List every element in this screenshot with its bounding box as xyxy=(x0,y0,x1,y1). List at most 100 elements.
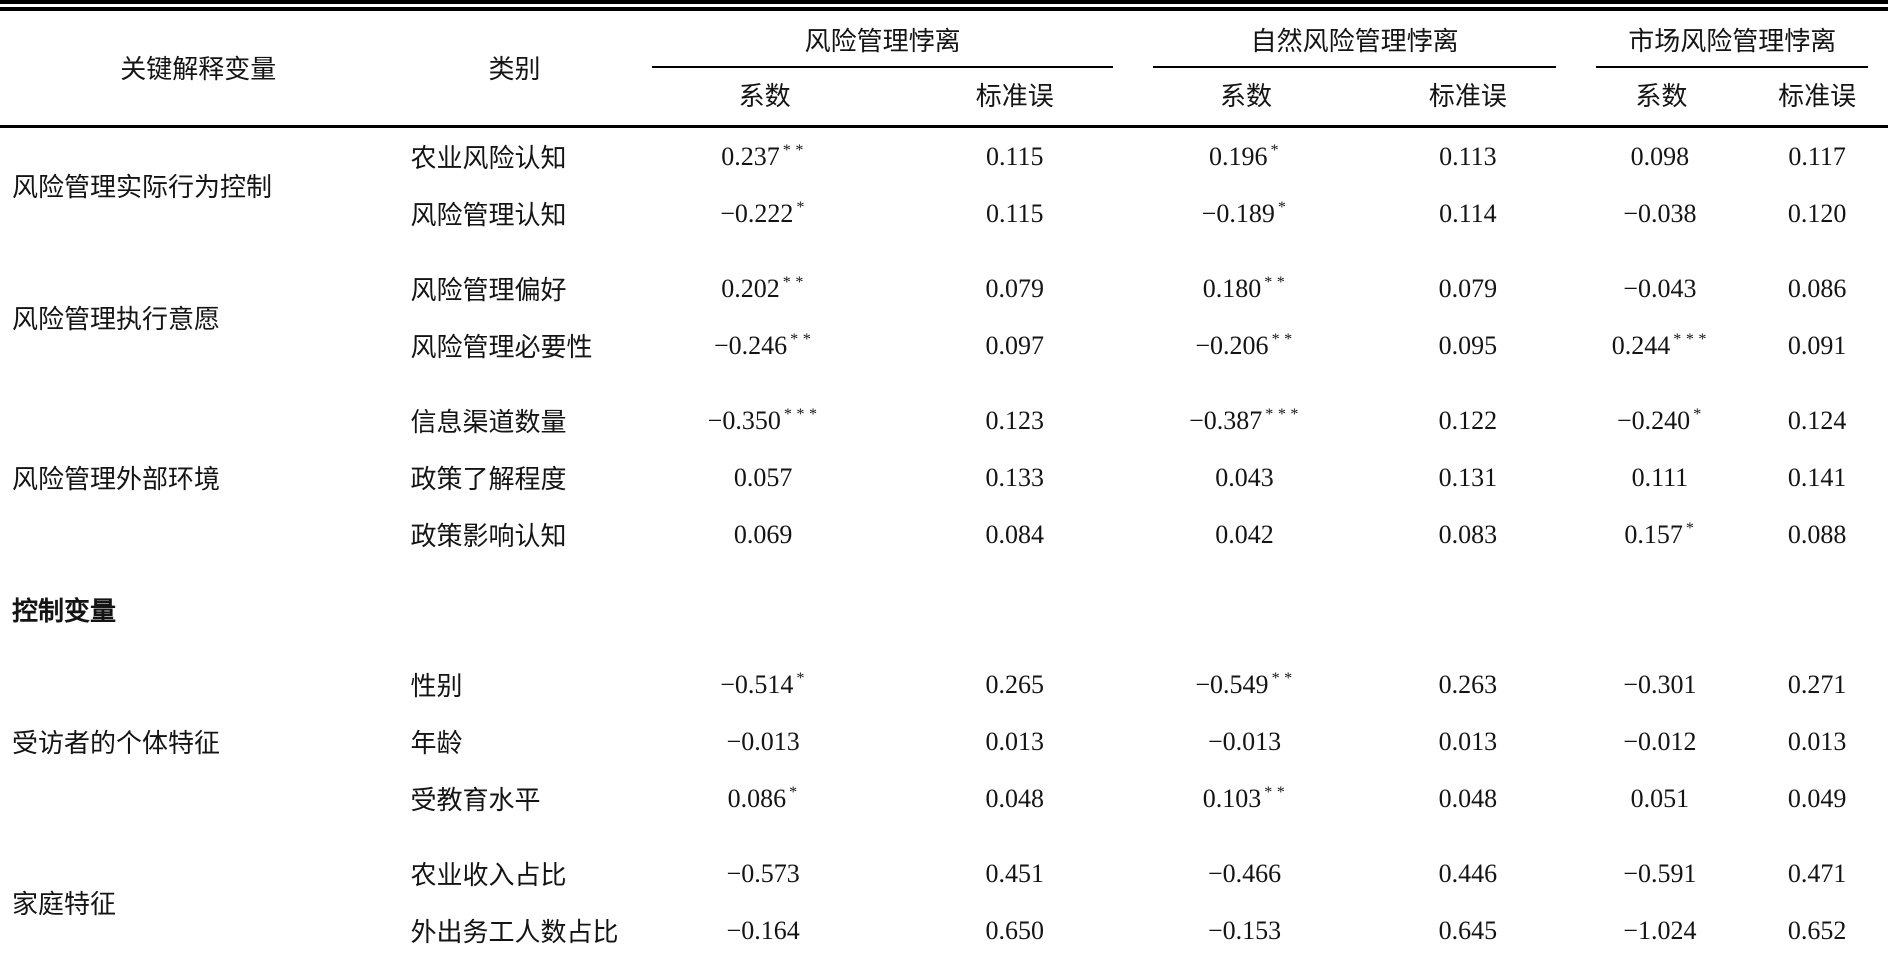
se-cell: 0.048 xyxy=(1438,783,1498,813)
header-category: 类别 xyxy=(396,5,633,128)
coef-value: 0.042 xyxy=(1215,519,1274,549)
table-row: 风险管理实际行为控制 农业风险认知 0.237 ** 0.115 0.196 * 0… xyxy=(0,127,1888,202)
subheader-coef-3: 系数 xyxy=(1576,68,1747,128)
coef-cell: 0.244 *** xyxy=(1576,317,1746,374)
se-cell: 0.265 xyxy=(985,669,1045,699)
se-cell: 0.123 xyxy=(985,405,1045,435)
coef-cell: 0.196 * xyxy=(1133,127,1360,186)
category-label: 政策了解程度 xyxy=(410,465,567,494)
se-cell: 0.048 xyxy=(985,783,1045,813)
coef-cell: −0.013 xyxy=(1133,713,1360,770)
se-cell: 0.446 xyxy=(1438,858,1498,888)
coef-cell: −0.549 ** xyxy=(1133,656,1360,713)
summary-value: 430.471 xyxy=(632,959,1132,976)
significance-stars: *** xyxy=(1265,405,1303,423)
coef-cell: −1.024 xyxy=(1576,902,1746,959)
group-label: 风险管理执行意愿 xyxy=(12,304,221,334)
coef-value: −0.222 xyxy=(720,198,794,228)
group-underline: 自然风险管理悖离 xyxy=(1152,21,1557,68)
coef-cell: 0.157 * xyxy=(1576,506,1746,563)
table-row: 风险管理执行意愿 风险管理偏好 0.202 ** 0.079 0.180 ** 0.… xyxy=(0,260,1888,334)
significance-stars: ** xyxy=(1264,783,1290,801)
header-group-risk-deviation: 风险管理悖离 xyxy=(632,6,1132,68)
table-row: 受教育水平 0.086 * 0.048 0.103 ** 0.048 0.051 0… xyxy=(0,770,1888,827)
se-cell: 0.013 xyxy=(1787,726,1847,756)
significance-stars: ** xyxy=(782,273,808,291)
se-cell: 0.120 xyxy=(1787,198,1847,228)
subheader-se-2: 标准误 xyxy=(1359,68,1577,128)
category-label: 农业风险认知 xyxy=(410,144,567,173)
coef-cell: −0.240 * xyxy=(1576,392,1746,449)
group-label: 受访者的个体特征 xyxy=(12,729,221,758)
category-label: 性别 xyxy=(410,672,463,701)
header-group-natural-risk-deviation: 自然风险管理悖离 xyxy=(1133,6,1577,68)
group-underline: 市场风险管理悖离 xyxy=(1596,21,1868,68)
coef-value: 0.103 xyxy=(1202,783,1262,813)
se-cell: 0.122 xyxy=(1438,405,1498,435)
coef-value: −0.013 xyxy=(1207,726,1282,756)
coef-value: 0.051 xyxy=(1630,783,1690,813)
coef-cell: −0.013 xyxy=(632,713,896,770)
significance-stars: * xyxy=(1270,141,1284,159)
coef-cell: −0.012 xyxy=(1576,713,1746,770)
significance-stars: * xyxy=(796,669,809,687)
coef-cell: −0.206 ** xyxy=(1133,317,1360,374)
coef-cell: −0.591 xyxy=(1576,845,1746,902)
se-cell: 0.095 xyxy=(1438,330,1498,360)
coef-cell: 0.180 ** xyxy=(1133,260,1360,317)
coef-cell: −0.189 * xyxy=(1133,185,1360,242)
coef-cell: 0.111 xyxy=(1576,449,1746,506)
se-cell: 0.088 xyxy=(1787,519,1847,549)
significance-stars: * xyxy=(1693,405,1706,423)
coef-value: −0.350 xyxy=(707,405,781,435)
se-cell: 0.133 xyxy=(985,462,1045,492)
significance-stars: * xyxy=(1685,519,1699,537)
coef-value: 0.098 xyxy=(1630,141,1690,171)
coef-value: 0.069 xyxy=(733,519,793,549)
se-cell: 0.471 xyxy=(1787,858,1847,888)
row-spacer xyxy=(0,638,1888,656)
coef-cell: −0.350 *** xyxy=(632,392,896,449)
significance-stars: ** xyxy=(790,330,816,348)
se-cell: 0.645 xyxy=(1438,915,1498,945)
coef-cell: −0.246 ** xyxy=(632,317,896,374)
coef-value: 0.196 xyxy=(1209,141,1268,171)
subheader-coef-1: 系数 xyxy=(632,68,897,128)
coef-cell: 0.237 ** xyxy=(632,127,896,186)
coef-cell: 0.202 ** xyxy=(632,260,896,317)
summary-label: −2 对数似然值 xyxy=(0,959,632,976)
coef-value: −0.387 xyxy=(1189,405,1263,435)
coef-cell: −0.514 * xyxy=(632,656,896,713)
se-cell: 0.013 xyxy=(985,726,1045,756)
table-header: 关键解释变量 类别 风险管理悖离 自然风险管理悖离 市场风险管理悖离 系数 标准… xyxy=(0,5,1888,128)
coef-value: −0.240 xyxy=(1617,405,1691,435)
se-cell: 0.113 xyxy=(1439,141,1497,171)
coef-value: −0.246 xyxy=(713,330,788,360)
row-spacer xyxy=(0,563,1888,581)
table-row: 外出务工人数占比 −0.164 0.650 −0.153 0.645 −1.02… xyxy=(0,902,1888,959)
category-label: 风险管理认知 xyxy=(410,201,567,230)
se-cell: 0.114 xyxy=(1439,198,1497,228)
group-label: 家庭特征 xyxy=(12,889,117,919)
coef-cell: −0.466 xyxy=(1133,845,1360,902)
coef-value: −0.038 xyxy=(1623,198,1697,228)
summary-row-log-likelihood: −2 对数似然值 430.471 434.960 410.312 xyxy=(0,959,1888,976)
se-cell: 0.084 xyxy=(985,519,1045,549)
se-cell: 0.079 xyxy=(1438,273,1498,303)
header-group-market-risk-deviation: 市场风险管理悖离 xyxy=(1576,6,1888,68)
significance-stars: * xyxy=(1277,198,1291,216)
coef-value: 0.157 xyxy=(1624,519,1683,549)
table-row: 风险管理必要性 −0.246 ** 0.097 −0.206 ** 0.095 0.… xyxy=(0,317,1888,374)
table-row: 受访者的个体特征 性别 −0.514 * 0.265 −0.549 ** 0.263… xyxy=(0,656,1888,759)
coef-value: 0.086 xyxy=(727,783,787,813)
coef-value: −0.013 xyxy=(726,726,800,756)
table-row: 年龄 −0.013 0.013 −0.013 0.013 −0.012 0.01… xyxy=(0,713,1888,770)
coef-value: 0.180 xyxy=(1202,273,1262,303)
coef-value: 0.202 xyxy=(721,273,780,303)
coef-value: 0.057 xyxy=(733,462,793,492)
table-row: 风险管理认知 −0.222 * 0.115 −0.189 * 0.114 −0.03… xyxy=(0,185,1888,242)
subheader-se-3: 标准误 xyxy=(1746,68,1888,128)
row-spacer xyxy=(0,827,1888,845)
coef-value: 0.043 xyxy=(1215,462,1274,492)
